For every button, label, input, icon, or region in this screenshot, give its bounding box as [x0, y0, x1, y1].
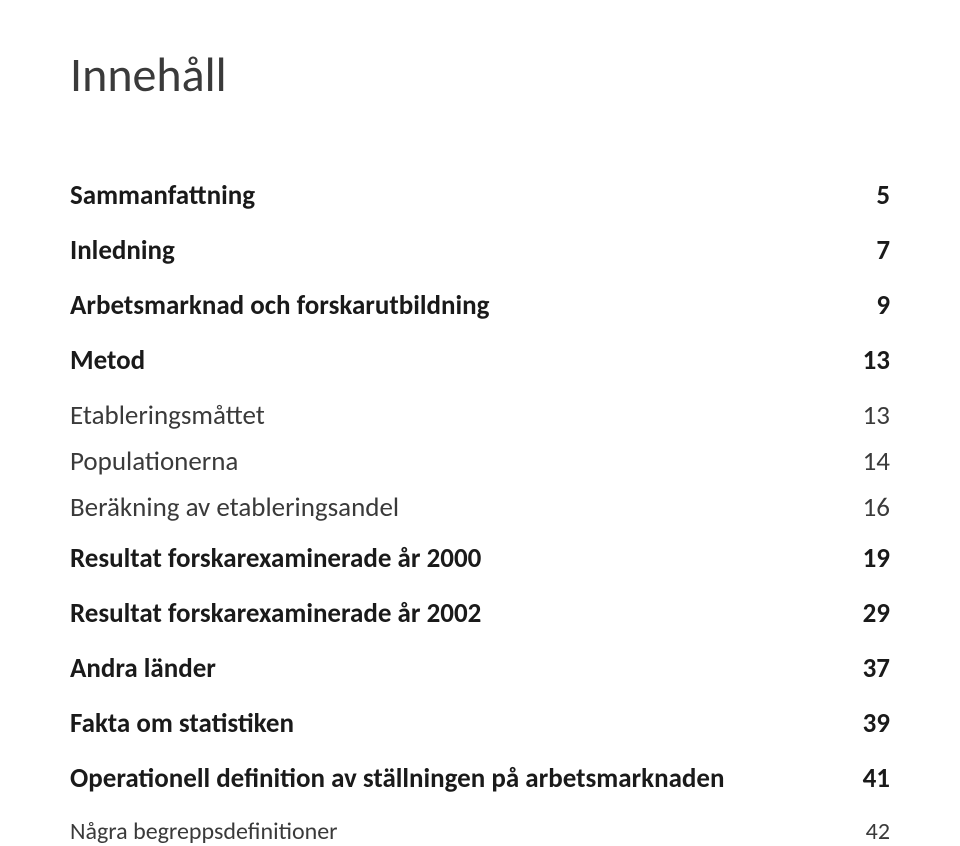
- toc-entry: Andra länder37: [70, 652, 890, 685]
- toc-entry-page: 39: [840, 707, 890, 740]
- toc-entry-page: 19: [840, 542, 890, 575]
- toc-entry: Etableringsmåttet13: [70, 399, 890, 432]
- toc-entry-label: Andra länder: [70, 652, 840, 685]
- toc-entry-label: Operationell definition av ställningen p…: [70, 762, 840, 795]
- toc-entry-label: Sammanfattning: [70, 179, 840, 212]
- toc-entry: Operationell definition av ställningen p…: [70, 762, 890, 795]
- toc-entry-label: Inledning: [70, 234, 840, 267]
- toc-entry: Populationerna14: [70, 445, 890, 478]
- toc-entry-page: 16: [840, 491, 890, 524]
- toc-entry-page: 9: [840, 289, 890, 322]
- toc-entry-label: Några begreppsdefinitioner: [70, 817, 840, 846]
- toc-entry: Fakta om statistiken39: [70, 707, 890, 740]
- toc-entry-page: 41: [840, 762, 890, 795]
- toc-entry-label: Populationerna: [70, 445, 840, 478]
- toc-entry: Metod13: [70, 344, 890, 377]
- toc-entry-page: 14: [840, 445, 890, 478]
- toc-entry: Beräkning av etableringsandel16: [70, 491, 890, 524]
- toc-entry-page: 37: [840, 652, 890, 685]
- toc-entry-label: Etableringsmåttet: [70, 399, 840, 432]
- toc-entry: Resultat forskarexaminerade år 200229: [70, 597, 890, 630]
- toc-entry-page: 13: [840, 344, 890, 377]
- toc-entry: Inledning7: [70, 234, 890, 267]
- toc-entry-label: Resultat forskarexaminerade år 2000: [70, 542, 840, 575]
- toc-entry: Några begreppsdefinitioner42: [70, 817, 890, 846]
- toc-entry-label: Resultat forskarexaminerade år 2002: [70, 597, 840, 630]
- toc-entry-label: Fakta om statistiken: [70, 707, 840, 740]
- toc-entry-page: 7: [840, 234, 890, 267]
- toc-entry-page: 29: [840, 597, 890, 630]
- toc-entry-label: Metod: [70, 344, 840, 377]
- toc-entry-label: Beräkning av etableringsandel: [70, 491, 840, 524]
- toc-entry-label: Arbetsmarknad och forskarutbildning: [70, 289, 840, 322]
- toc-entry: Resultat forskarexaminerade år 200019: [70, 542, 890, 575]
- toc-entry-page: 13: [840, 399, 890, 432]
- toc-entry: Sammanfattning5: [70, 179, 890, 212]
- toc-entry-page: 5: [840, 179, 890, 212]
- page-title: Innehåll: [70, 45, 890, 104]
- table-of-contents: Sammanfattning5Inledning7Arbetsmarknad o…: [70, 179, 890, 846]
- toc-entry-page: 42: [840, 817, 890, 846]
- toc-entry: Arbetsmarknad och forskarutbildning9: [70, 289, 890, 322]
